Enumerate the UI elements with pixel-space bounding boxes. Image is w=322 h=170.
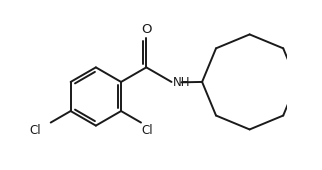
Text: Cl: Cl	[142, 124, 153, 137]
Text: NH: NH	[173, 76, 191, 89]
Text: O: O	[141, 23, 152, 36]
Text: Cl: Cl	[29, 124, 41, 137]
